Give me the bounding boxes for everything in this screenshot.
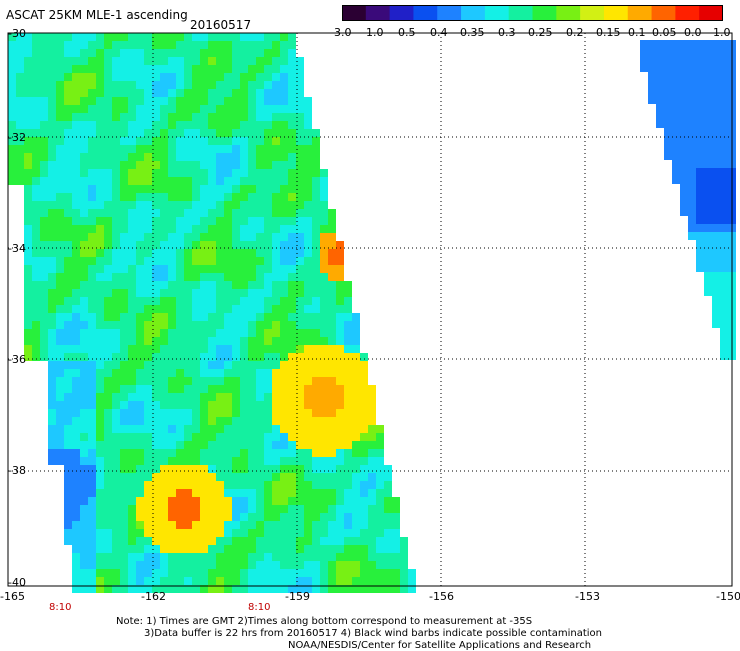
time-label: 8:10 [49, 602, 72, 613]
colorbar-label: -0.1 [624, 26, 646, 39]
colorbar-segment [437, 5, 462, 21]
lon-label: -153 [575, 590, 600, 603]
colorbar-label: -0.15 [592, 26, 621, 39]
lat-label: -32 [8, 131, 26, 144]
colorbar-segment [484, 5, 510, 21]
plot-frame [7, 32, 733, 587]
colorbar-segment [556, 5, 581, 21]
note-line-2: 3)Data buffer is 22 hrs from 20160517 4)… [144, 628, 602, 639]
map-date: 20160517 [190, 18, 252, 32]
colorbar-label: -1.0 [362, 26, 384, 39]
colorbar-segment [365, 5, 391, 21]
lat-label: -38 [8, 464, 26, 477]
colorbar-segment [603, 5, 629, 21]
colorbar-label: -0.3 [494, 26, 516, 39]
colorbar-label: -3.0 [330, 26, 352, 39]
lat-label: -40 [8, 576, 26, 589]
note-line-1: Note: 1) Times are GMT 2)Times along bot… [116, 616, 533, 627]
colorbar-label: -0.25 [524, 26, 553, 39]
colorbar-segment [580, 5, 605, 21]
colorbar-segment [627, 5, 653, 21]
lon-label: -159 [285, 590, 310, 603]
colorbar-label: -0.35 [456, 26, 485, 39]
colorbar-frame [342, 5, 723, 21]
colorbar-segment [651, 5, 676, 21]
map-title: ASCAT 25KM MLE-1 ascending [6, 8, 188, 22]
colorbar-segment [675, 5, 700, 21]
lon-label: -156 [429, 590, 454, 603]
lat-label: -34 [8, 242, 26, 255]
lon-label: -162 [141, 590, 166, 603]
lat-label: -30 [8, 27, 26, 40]
colorbar-segment [389, 5, 415, 21]
lon-label: -150 [716, 590, 740, 603]
colorbar-segment [413, 5, 438, 21]
colorbar-label: -0.5 [394, 26, 416, 39]
graticule [8, 33, 732, 586]
colorbar-label: -0.4 [426, 26, 448, 39]
colorbar-label: 0.0 [684, 26, 702, 39]
colorbar-label: 1.0 [713, 26, 731, 39]
colorbar-segment [699, 5, 723, 21]
colorbar-label: -0.2 [562, 26, 584, 39]
lat-label: -36 [8, 353, 26, 366]
colorbar-segment [508, 5, 534, 21]
colorbar [342, 5, 723, 21]
colorbar-segment [342, 5, 367, 21]
colorbar-label: -0.05 [648, 26, 677, 39]
lon-label: -165 [0, 590, 25, 603]
colorbar-segment [532, 5, 557, 21]
time-label: 8:10 [248, 602, 271, 613]
colorbar-segment [461, 5, 486, 21]
swath-layer [8, 33, 736, 593]
note-line-3: NOAA/NESDIS/Center for Satellite Applica… [288, 640, 592, 651]
